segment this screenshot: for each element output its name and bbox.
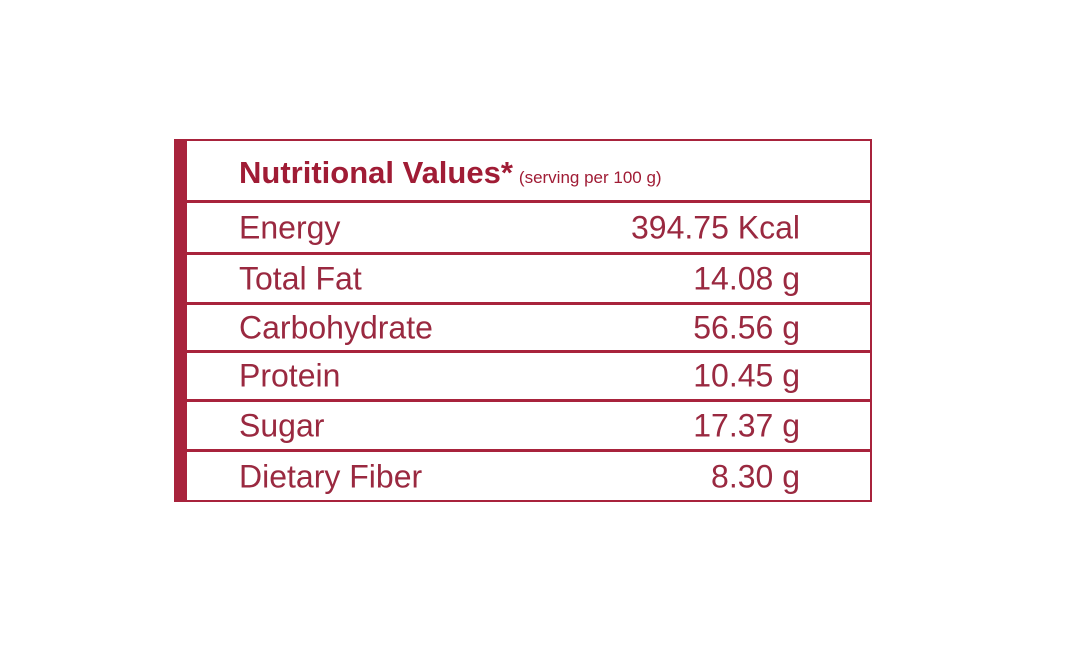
table-row: Sugar 17.37 g	[187, 399, 870, 449]
nutrient-value: 8.30 g	[711, 458, 800, 495]
nutrient-value: 394.75 Kcal	[630, 209, 800, 245]
header-title: Nutritional Values*	[239, 155, 513, 190]
table-row: Total Fat 14.08 g	[187, 252, 870, 302]
nutrient-value: 14.08 g	[693, 260, 800, 296]
nutrient-value: 56.56 g	[693, 309, 800, 345]
nutrient-value: 10.45 g	[693, 357, 800, 394]
nutrient-name: Energy	[239, 209, 341, 245]
nutrient-name: Sugar	[239, 407, 325, 443]
header-subtitle: (serving per 100 g)	[518, 168, 662, 187]
table-row: Protein 10.45 g	[187, 350, 870, 399]
nutrient-name: Total Fat	[239, 260, 362, 296]
table-header: Nutritional Values* (serving per 100 g)	[187, 141, 870, 201]
table-row: Carbohydrate 56.56 g	[187, 302, 870, 350]
nutrient-name: Carbohydrate	[239, 309, 433, 345]
nutrient-name: Protein	[239, 357, 341, 394]
nutrient-value: 17.37 g	[693, 407, 800, 443]
header-title-line: Nutritional Values* (serving per 100 g)	[239, 155, 662, 191]
table-row: Dietary Fiber 8.30 g	[187, 449, 870, 502]
nutrient-name: Dietary Fiber	[239, 458, 423, 495]
table-row: Energy 394.75 Kcal	[187, 200, 870, 252]
nutrition-table: Nutritional Values* (serving per 100 g) E…	[174, 139, 872, 502]
